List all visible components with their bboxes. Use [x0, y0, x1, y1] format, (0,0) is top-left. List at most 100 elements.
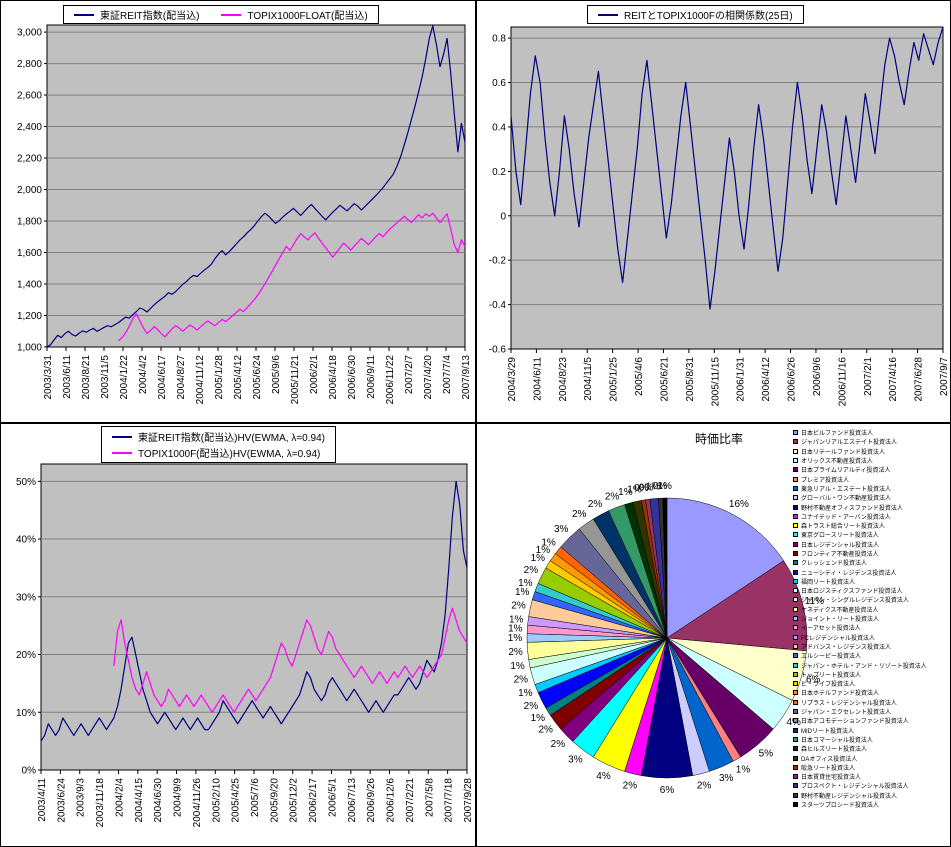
- pie-legend-label: 東急リアル・エステート投資法人: [801, 486, 891, 493]
- pie-legend-item: スターツプロシード投資法人: [793, 800, 949, 809]
- pie-legend-item: 阪急リート投資法人: [793, 763, 949, 772]
- x-axis-label: 2006/5/1: [327, 778, 338, 817]
- pie-legend-item: 日本コマーシャル投資法人: [793, 735, 949, 744]
- y-axis-label: -0.4: [489, 300, 507, 311]
- hv-legend: 東証REIT指数(配当込)HV(EWMA, λ=0.94) TOPIX1000F…: [101, 426, 336, 463]
- pie-legend-swatch: [793, 588, 798, 594]
- pie-legend-item: 森トラスト総合リート投資法人: [793, 521, 949, 530]
- pie-legend-swatch: [793, 681, 798, 687]
- pie-legend-item: 日本賃貸住宅投資法人: [793, 772, 949, 781]
- y-axis-label: 0.2: [492, 167, 506, 178]
- y-axis-label: 2,600: [17, 91, 42, 102]
- pie-slice-label: 1%: [657, 481, 672, 492]
- x-axis-label: 2005/4/12: [233, 355, 244, 400]
- pie-legend-label: ユナイテッド・アーバン投資法人: [801, 514, 891, 521]
- pie-legend-label: 阪急リート投資法人: [801, 765, 856, 772]
- pie-legend-item: フロンティア不動産投資法人: [793, 549, 949, 558]
- x-axis-label: 2003/4/11: [37, 778, 48, 822]
- pie-legend-label: 森トラスト総合リート投資法人: [801, 524, 885, 531]
- reit-index-legend: 東証REIT指数(配当込) TOPIX1000FLOAT(配当込): [63, 5, 379, 24]
- pie-slice-label: 2%: [508, 647, 523, 658]
- x-axis-label: 2003/11/5: [100, 355, 111, 399]
- pie-legend-item: グローバル・ワン不動産投資法人: [793, 493, 949, 502]
- pie-legend-swatch: [793, 616, 798, 622]
- pie-slice-label: 0%: [639, 483, 654, 494]
- legend-label-correlation: REITとTOPIX1000Fの相関係数(25日): [624, 11, 793, 22]
- pie-slice-label: 1%: [541, 538, 556, 549]
- pie-slice-label: 16%: [729, 499, 749, 510]
- pie-legend-label: 日本プライムリアルティ投資法人: [801, 468, 891, 475]
- pie-legend-swatch: [793, 541, 798, 547]
- pie-legend-item: 野村不動産オフィスファンド投資法人: [793, 502, 949, 512]
- x-axis-label: 2007/2/21: [405, 778, 416, 823]
- pie-slice-label: 2%: [538, 725, 553, 736]
- x-axis-label: 2007/4/20: [423, 355, 434, 400]
- y-axis-label: 0.8: [492, 34, 506, 45]
- y-axis-label: 40%: [16, 535, 36, 546]
- pie-legend-item: ユナイテッド・アーバン投資法人: [793, 512, 949, 521]
- pie-legend-swatch: [793, 485, 798, 491]
- x-axis-label: 2004/6/17: [157, 355, 168, 400]
- pie-slice-label: 2%: [514, 675, 529, 686]
- x-axis-label: 2006/11/16: [837, 357, 848, 407]
- pie-legend-swatch: [793, 736, 798, 742]
- y-axis-label: -0.2: [489, 256, 507, 267]
- pie-slice-label: 6%: [806, 675, 821, 686]
- y-axis-label: 0.4: [492, 122, 506, 133]
- x-axis-label: 2005/1/25: [609, 357, 620, 402]
- pie-legend-label: 日本ビルファンド投資法人: [801, 431, 874, 438]
- x-axis-label: 2004/9/9: [173, 778, 184, 817]
- x-axis-label: 2004/8/23: [558, 357, 569, 402]
- x-axis-label: 2006/4/12: [761, 357, 772, 402]
- pie-legend-swatch: [793, 513, 798, 519]
- pie-legend-item: ジャパン・ホテル・アンド・リゾート投資法人: [793, 660, 949, 670]
- pie-slice: [662, 497, 668, 639]
- legend-item-reit-index: 東証REIT指数(配当込): [74, 7, 199, 22]
- navy-line-swatch: [74, 13, 94, 16]
- pie-legend-label: 日本アコモデーションファンド投資法人: [801, 719, 909, 726]
- x-axis-label: 2007/6/28: [914, 357, 925, 402]
- y-axis-label: 30%: [16, 592, 36, 603]
- pie-legend-swatch: [793, 578, 798, 584]
- reit-index-chart-panel: 東証REIT指数(配当込) TOPIX1000FLOAT(配当込) 1,000 1…: [0, 0, 476, 423]
- pie-slice: [666, 560, 808, 652]
- pie-legend-label: 森ヒルズリート投資法人: [801, 747, 868, 754]
- x-axis-label: 2005/2/10: [211, 778, 222, 823]
- x-axis-label: 2005/9/20: [269, 778, 280, 823]
- navy-line-swatch: [112, 435, 132, 438]
- pie-legend-item: クレッシェンド投資法人: [793, 558, 949, 567]
- x-axis-label: 2004/11/12: [195, 355, 206, 405]
- x-axis-label: 2003/3/31: [43, 355, 54, 400]
- x-axis-label: 2005/4/6: [634, 357, 645, 396]
- pie-legend-label: ジャパン・エクセレント投資法人: [801, 710, 892, 717]
- y-axis-label: 10%: [16, 708, 36, 719]
- pie-legend-swatch: [793, 569, 798, 575]
- pie-legend-item: アドバンス・レジデンス投資法人: [793, 642, 949, 651]
- x-axis-label: 2006/2/1: [309, 355, 320, 394]
- y-axis-label: 1,800: [17, 217, 42, 228]
- pie-slice-label: 6%: [660, 785, 675, 796]
- x-axis-label: 2004/3/29: [507, 357, 518, 402]
- pie-legend-item: 東京グロースリート投資法人: [793, 530, 949, 539]
- x-axis-label: 2006/9/26: [366, 778, 377, 823]
- pie-legend-label: DAオフィス投資法人: [801, 756, 858, 763]
- pie-legend-swatch: [793, 709, 798, 715]
- y-axis-label: 0.6: [492, 78, 506, 89]
- pie-legend-label: イーアセット投資法人: [801, 626, 861, 633]
- pie-slice-label: 2%: [524, 565, 539, 576]
- hv-chart: 0% 10% 20% 30% 40% 50% 2003/4/11 2003/6/24 2003/…: [16, 463, 474, 827]
- pie-slice-label: 1%: [510, 661, 525, 672]
- x-axis-label: 2005/9/6: [271, 355, 282, 394]
- pie-legend-item: プロスペクト・レジデンシャル投資法人: [793, 781, 949, 790]
- correlation-chart-panel: REITとTOPIX1000Fの相関係数(25日) 0.8 0.6 0.4 0.2 0 -…: [476, 0, 951, 423]
- legend-item-correlation: REITとTOPIX1000Fの相関係数(25日): [598, 7, 793, 22]
- x-axis-label: 2005/1/28: [214, 355, 225, 400]
- pie-legend-label: リプラス・レジデンシャル投資法人: [801, 700, 897, 707]
- pie-legend-swatch: [793, 606, 798, 612]
- x-axis-label: 2007/2/1: [863, 357, 874, 396]
- pie-slice-label: 1%: [646, 482, 661, 493]
- pie-legend-item: 日本ホテルファンド投資法人: [793, 688, 949, 697]
- x-axis-label: 2005/12/2: [289, 778, 300, 823]
- pie-legend-label: 日本レジデンシャル投資法人: [801, 542, 880, 549]
- pie-legend-label: 日本ホテルファンド投資法人: [801, 691, 880, 698]
